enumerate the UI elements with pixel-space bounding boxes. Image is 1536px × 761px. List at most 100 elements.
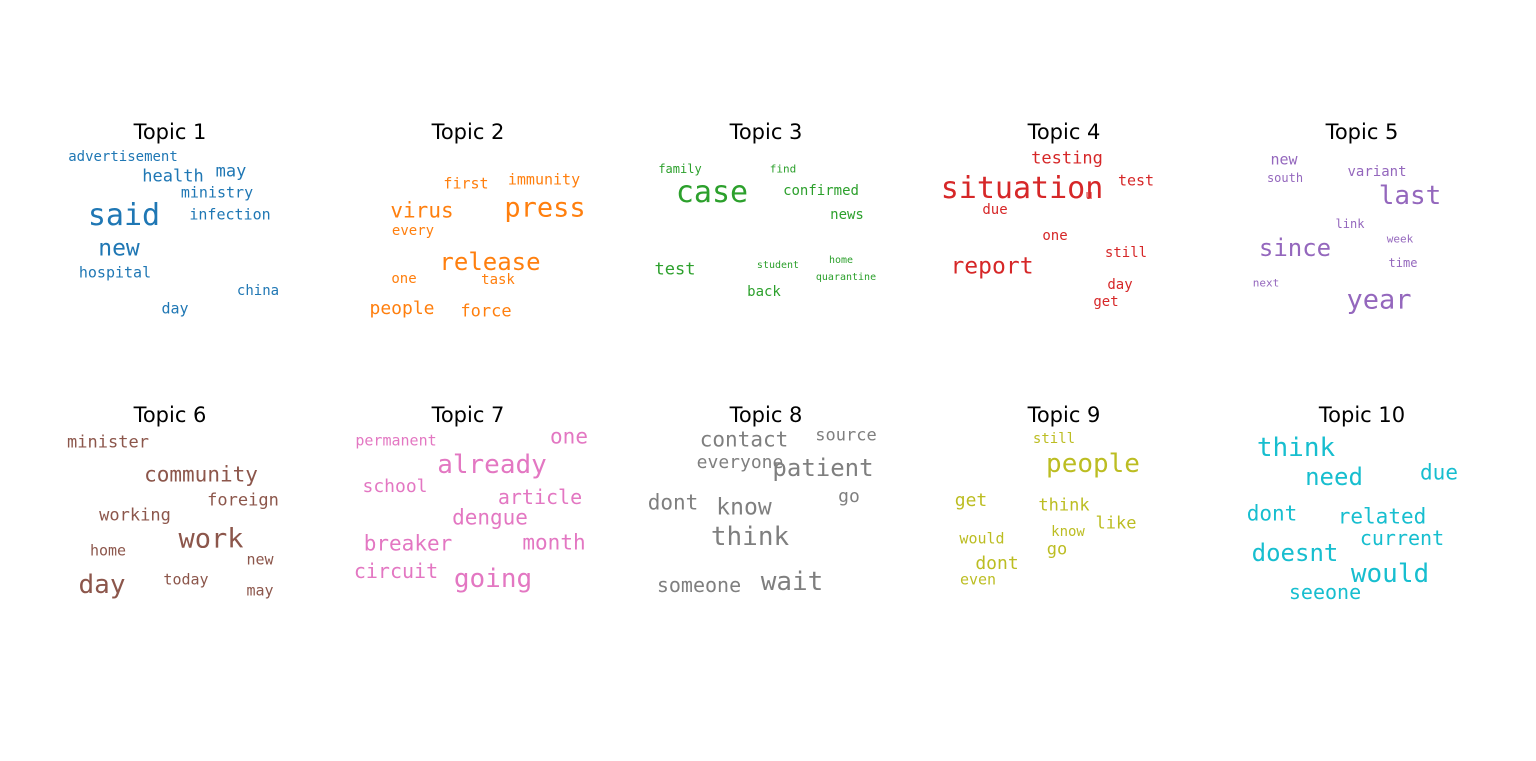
- word-label: back: [747, 284, 781, 300]
- word-label: know: [716, 494, 772, 521]
- word-label: south: [1266, 171, 1304, 185]
- word-label: working: [99, 505, 171, 526]
- word-label: think: [710, 522, 790, 552]
- word-label: seeone: [1288, 580, 1362, 604]
- word-label: day: [78, 570, 126, 600]
- word-label: situation: [940, 171, 1104, 206]
- word-label: report: [950, 253, 1034, 280]
- word-label: student: [756, 260, 800, 271]
- panel-title: Topic 2: [431, 120, 505, 144]
- word-label: news: [830, 207, 864, 223]
- word-label: get: [954, 490, 988, 511]
- word-label: source: [815, 425, 877, 446]
- word-label: home: [828, 255, 854, 266]
- wordcloud-panel: Topic 10 think need due dont related current do…: [1222, 403, 1502, 673]
- panel-title: Topic 9: [1027, 403, 1101, 427]
- word-label: testing: [1031, 148, 1103, 169]
- word-label: every: [391, 223, 435, 239]
- word-label: current: [1359, 526, 1445, 550]
- word-label: would: [959, 529, 1005, 548]
- word-label: everyone: [696, 452, 784, 473]
- word-label: community: [144, 462, 258, 487]
- word-label: one: [550, 424, 588, 449]
- word-label: related: [1337, 504, 1427, 529]
- panel-title: Topic 3: [729, 120, 803, 144]
- word-label: hospital: [78, 263, 152, 282]
- word-label: immunity: [507, 170, 581, 189]
- word-label: test: [1117, 171, 1155, 190]
- word-label: people: [369, 298, 435, 319]
- word-label: today: [163, 570, 209, 589]
- word-label: still: [1104, 245, 1148, 261]
- word-label: wait: [760, 567, 824, 597]
- word-label: dengue: [452, 505, 528, 530]
- panel-title: Topic 8: [729, 403, 803, 427]
- word-label: think: [1038, 495, 1090, 516]
- word-label: month: [522, 530, 586, 555]
- word-label: go: [1046, 539, 1068, 560]
- word-label: may: [246, 581, 274, 600]
- word-label: virus: [390, 198, 454, 223]
- wordcloud-panel: Topic 9 still people get think know like would d…: [924, 403, 1204, 673]
- panel-title: Topic 10: [1318, 403, 1406, 427]
- word-label: case: [675, 175, 749, 210]
- word-label: one: [391, 271, 417, 287]
- word-label: said: [87, 198, 161, 233]
- panel-title: Topic 5: [1325, 120, 1399, 144]
- word-label: u: [1085, 188, 1093, 202]
- word-label: confirmed: [783, 183, 859, 199]
- wordcloud-panel: Topic 7 permanent one already school article d…: [328, 403, 608, 673]
- panel-title: Topic 6: [133, 403, 207, 427]
- word-label: release: [439, 248, 541, 276]
- word-label: home: [89, 541, 127, 560]
- word-label: dont: [975, 553, 1019, 574]
- word-label: new: [246, 550, 274, 569]
- panel-title: Topic 7: [431, 403, 505, 427]
- word-label: family: [658, 162, 702, 176]
- word-label: dont: [647, 490, 699, 515]
- word-label: year: [1346, 284, 1412, 316]
- word-label: health: [142, 166, 204, 187]
- word-label: people: [1046, 449, 1140, 479]
- word-label: breaker: [363, 531, 453, 556]
- wordcloud-panel: Topic 3 family find case confirmed news test st…: [626, 120, 906, 390]
- word-label: permanent: [355, 431, 437, 450]
- word-label: even: [959, 570, 997, 589]
- word-label: day: [1107, 277, 1133, 293]
- word-label: task: [481, 272, 515, 288]
- wordcloud-panel: Topic 2 first immunity virus press every relea…: [328, 120, 608, 390]
- word-label: like: [1095, 513, 1137, 534]
- word-label: first: [443, 174, 489, 193]
- word-label: may: [215, 161, 247, 182]
- word-label: patient: [772, 454, 874, 482]
- word-label: still: [1032, 431, 1076, 447]
- word-label: circuit: [353, 559, 439, 583]
- word-label: know: [1051, 524, 1085, 540]
- word-label: advertisement: [68, 149, 178, 165]
- word-label: week: [1386, 232, 1414, 246]
- word-label: due: [982, 202, 1008, 218]
- wordcloud-panel: Topic 1 advertisement health may ministry sai…: [30, 120, 310, 390]
- word-label: would: [1350, 559, 1430, 589]
- word-label: test: [654, 259, 696, 280]
- wordcloud-panel: Topic 8 contact source everyone patient dont k…: [626, 403, 906, 673]
- word-label: contact: [699, 427, 789, 452]
- word-label: link: [1335, 217, 1365, 231]
- word-label: work: [178, 523, 244, 555]
- word-label: one: [1042, 228, 1068, 244]
- panel-title: Topic 4: [1027, 120, 1101, 144]
- wordcloud-panel: Topic 5 new south variant last link week since t…: [1222, 120, 1502, 390]
- word-label: day: [161, 299, 189, 318]
- panel-title: Topic 1: [133, 120, 207, 144]
- word-label: school: [362, 476, 428, 497]
- wordcloud-panel: Topic 6 minister community foreign working wo…: [30, 403, 310, 673]
- word-label: next: [1252, 276, 1280, 290]
- word-label: quarantine: [815, 272, 877, 283]
- word-label: article: [497, 485, 583, 509]
- word-label: need: [1305, 463, 1363, 491]
- word-label: new: [1270, 150, 1298, 169]
- word-label: get: [1093, 294, 1119, 310]
- word-label: go: [838, 486, 860, 507]
- word-label: minister: [67, 432, 149, 453]
